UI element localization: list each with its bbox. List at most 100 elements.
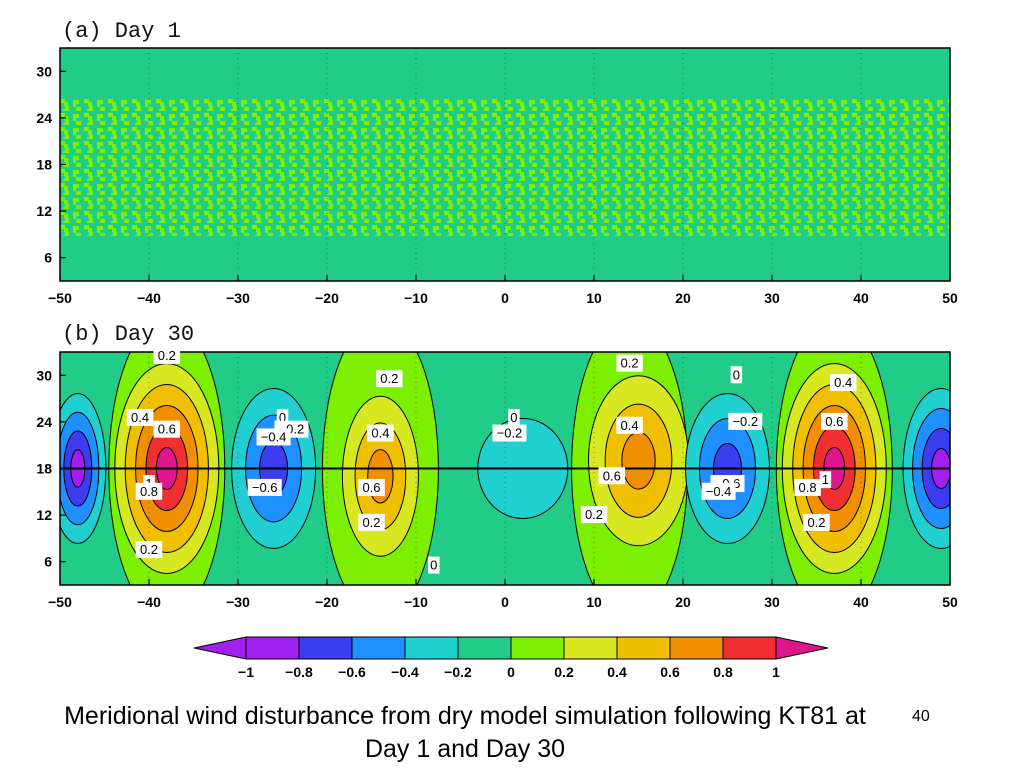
contour-label-bg: [247, 478, 282, 496]
y-tick-label: 18: [36, 157, 52, 173]
contour-label: −0.4: [261, 429, 287, 444]
contour-label-bg: [616, 354, 643, 372]
contour-label-bg: [153, 420, 181, 438]
contour-label: −0.2: [497, 426, 523, 441]
y-tick-label: 12: [36, 507, 52, 523]
colorbar-segment: [245, 636, 300, 660]
colorbar-segment: [351, 636, 406, 660]
colorbar-label: −0.6: [338, 664, 366, 680]
x-tick-label: −30: [226, 290, 250, 306]
slide-number: 40: [912, 708, 930, 725]
x-tick-label: 30: [764, 290, 780, 306]
contour-label-bg: [358, 478, 385, 496]
contour-label: 0.8: [140, 484, 158, 499]
y-tick-label: 6: [44, 250, 52, 266]
panel-a-axes: −50 −40 −30 −20 −10 0 10 20 30 40 50 6 12 18 24 30: [36, 48, 958, 306]
y-tick-label: 12: [36, 203, 52, 219]
contour-label-bg: [508, 409, 520, 427]
colorbar-segment: [616, 636, 671, 660]
colorbar-segment: [563, 636, 618, 660]
contour-label: −0.4: [706, 484, 732, 499]
positive-contour: [621, 431, 656, 490]
contour-label-bg: [598, 467, 626, 485]
contour-label-bg: [803, 513, 830, 531]
contour-label-bg: [256, 428, 291, 446]
x-tick-label: 10: [586, 594, 602, 610]
y-tick-label: 30: [36, 63, 52, 79]
contour-label: 0.4: [131, 410, 149, 425]
x-tick-label: 20: [675, 594, 691, 610]
colorbar-label: −0.4: [391, 664, 419, 680]
colorbar-low-arrow: [193, 636, 247, 660]
y-tick-label: 24: [36, 414, 52, 430]
colorbar-label: 0.4: [607, 664, 627, 680]
colorbar-label: 0.8: [713, 664, 733, 680]
x-tick-label: 0: [501, 290, 509, 306]
colorbar-label: 0: [507, 664, 515, 680]
contour-label: 0.2: [158, 348, 176, 363]
contour-label-bg: [358, 513, 385, 531]
panel-b-title: (b) Day 30: [62, 322, 194, 347]
panel-a-title: (a) Day 1: [62, 19, 181, 44]
panel-a: [60, 48, 950, 281]
contour-label-bg: [819, 471, 832, 489]
x-tick-label: −10: [404, 594, 428, 610]
contour-label-bg: [428, 556, 440, 574]
contour-label: 1: [822, 472, 829, 487]
contour-label-bg: [376, 370, 403, 388]
colorbar-label: −0.8: [285, 664, 313, 680]
contour-label: 0.2: [140, 542, 158, 557]
contour-label: 0.2: [362, 515, 380, 530]
colorbar-label: 1: [772, 664, 780, 680]
x-tick-label: 40: [853, 594, 869, 610]
contour-label: 0.4: [371, 426, 389, 441]
panel-b: [60, 352, 950, 585]
contour-label: 0.2: [621, 356, 639, 371]
contour-label-bg: [126, 409, 154, 427]
colorbar-segment: [457, 636, 512, 660]
contour-label: 0: [510, 410, 517, 425]
contour-label: 0: [733, 367, 740, 382]
contour-label: 0.6: [603, 468, 621, 483]
contour-label: 0.8: [799, 480, 817, 495]
contour-label-bg: [580, 506, 608, 524]
contour-label-bg: [829, 374, 857, 392]
contour-label-bg: [616, 416, 643, 434]
colorbar-segment: [510, 636, 565, 660]
colorbar-high-arrow: [775, 636, 829, 660]
x-tick-label: 30: [764, 594, 780, 610]
x-tick-label: −20: [315, 594, 339, 610]
contour-label: 0.2: [585, 507, 603, 522]
contour-label-bg: [135, 482, 163, 500]
y-tick-label: 6: [44, 554, 52, 570]
contour-label-bg: [492, 424, 527, 442]
contour-label-bg: [728, 412, 763, 430]
x-tick-label: −50: [48, 290, 72, 306]
contour-label: 0.6: [825, 414, 843, 429]
x-tick-label: −10: [404, 290, 428, 306]
caption: Meridional wind disturbance from dry mod…: [64, 702, 866, 763]
y-tick-label: 24: [36, 110, 52, 126]
contour-label: −0.6: [252, 480, 278, 495]
colorbar-segment: [669, 636, 724, 660]
y-tick-label: 18: [36, 461, 52, 477]
x-tick-label: −50: [48, 594, 72, 610]
contour-label: −0.2: [732, 414, 758, 429]
x-tick-label: 50: [942, 290, 958, 306]
contour-label-bg: [135, 541, 163, 559]
x-tick-label: 50: [942, 594, 958, 610]
colorbar-label: −0.2: [444, 664, 472, 680]
contour-label: 0.4: [834, 375, 852, 390]
contour-label: 0.2: [807, 515, 825, 530]
contour-label: 0: [279, 410, 286, 425]
x-tick-label: −40: [137, 290, 161, 306]
contour-label-bg: [153, 346, 181, 364]
colorbar-label: 0.6: [660, 664, 680, 680]
colorbar: −1 −0.8 −0.6 −0.4 −0.2 0 0.2 0.4 0.6 0.8 1: [193, 636, 829, 680]
x-tick-label: 0: [501, 594, 509, 610]
x-tick-label: −40: [137, 594, 161, 610]
contour-label-bg: [367, 424, 394, 442]
x-tick-label: −20: [315, 290, 339, 306]
